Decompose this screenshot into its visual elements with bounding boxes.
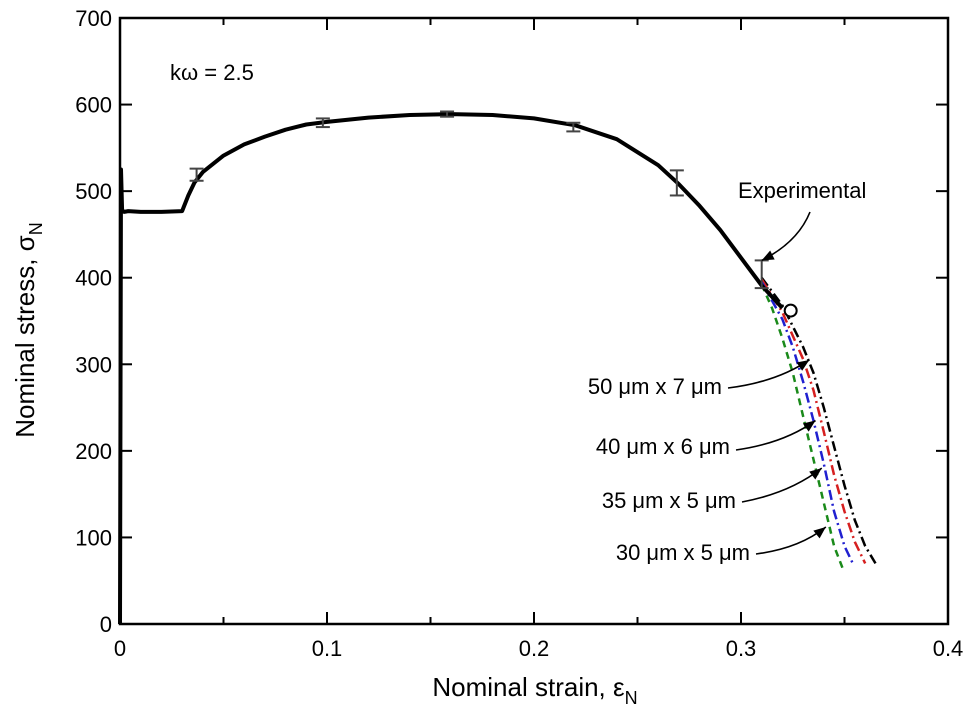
y-tick-label: 600	[75, 93, 112, 118]
annotation-label: 50 μm x 7 μm	[588, 374, 722, 399]
annotation-label: Experimental	[738, 178, 866, 203]
annotation-arrowhead	[761, 250, 775, 261]
y-tick-label: 700	[75, 6, 112, 31]
y-axis-title-subscript: N	[26, 222, 46, 235]
y-tick-label: 200	[75, 439, 112, 464]
error-bars	[189, 110, 769, 290]
y-axis-title-text: Nominal stress, σ	[10, 235, 40, 437]
x-axis: 0 0.1 0.2 0.3 0.4	[114, 18, 963, 661]
annotation-arrowhead	[796, 359, 810, 371]
annotation-arrowhead	[809, 468, 822, 480]
series-line	[760, 284, 844, 569]
annotation-arrowhead	[802, 420, 816, 432]
annotation-label: 35 μm x 5 μm	[602, 488, 736, 513]
x-tick-label: 0.1	[312, 636, 343, 661]
annotation-label: 40 μm x 6 μm	[596, 434, 730, 459]
y-tick-label: 400	[75, 266, 112, 291]
x-tick-label: 0.4	[933, 636, 964, 661]
y-tick-label: 0	[100, 612, 112, 637]
y-tick-label: 500	[75, 179, 112, 204]
annotation-label: 30 μm x 5 μm	[616, 540, 750, 565]
plot-border	[118, 16, 950, 626]
y-axis: 0 100 200 300 400 500 600 700	[75, 6, 948, 637]
series-line	[760, 281, 854, 564]
series-line	[118, 112, 784, 625]
y-axis-title: Nominal stress, σN	[10, 222, 46, 437]
y-tick-label: 300	[75, 352, 112, 377]
series-line	[760, 276, 877, 565]
annotation-arrow	[741, 467, 823, 503]
annotation-arrow	[735, 419, 816, 451]
x-tick-label: 0.2	[519, 636, 550, 661]
annotation-arrowhead	[813, 527, 826, 539]
plot-frame	[118, 16, 950, 626]
x-axis-title-text: Nominal strain, ε	[432, 672, 625, 702]
x-tick-label: 0.3	[726, 636, 757, 661]
series-line	[760, 278, 867, 564]
annotations: Experimental 50 μm x 7 μm 40 μm x 6 μm 35 μ…	[588, 178, 867, 565]
failure-point	[783, 303, 798, 318]
series-layer	[118, 112, 877, 625]
y-tick-label: 100	[75, 525, 112, 550]
x-axis-title-subscript: N	[625, 688, 638, 708]
parameter-label: kω = 2.5	[170, 60, 254, 85]
x-tick-label: 0	[114, 636, 126, 661]
x-axis-title: Nominal strain, εN	[432, 672, 637, 708]
